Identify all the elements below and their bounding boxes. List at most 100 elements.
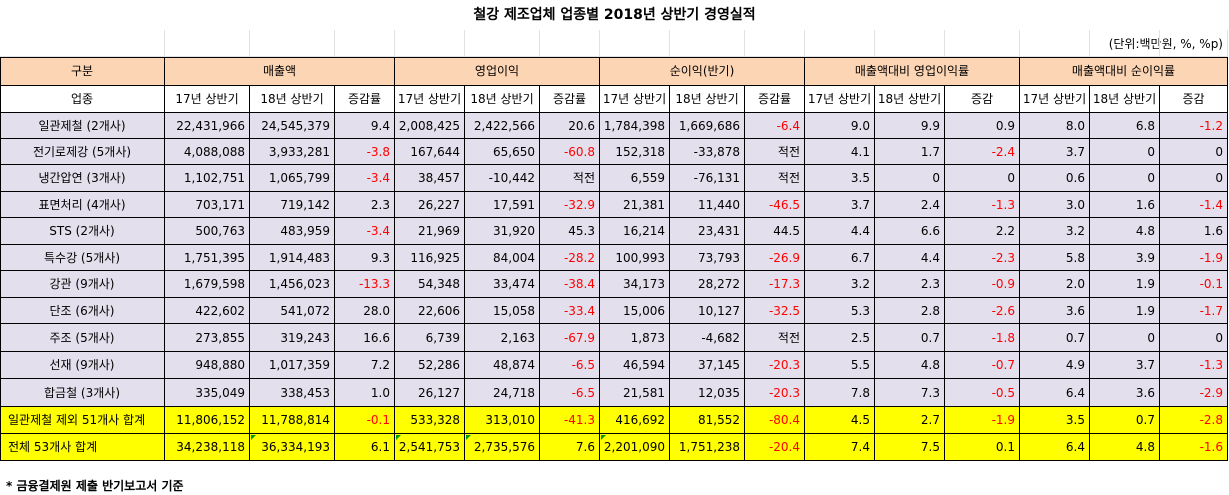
- row-label: 단조 (6개사): [0, 298, 165, 324]
- data-cell: 3.5: [1020, 407, 1090, 434]
- data-cell: 6.8: [1090, 113, 1160, 139]
- sheet-gridcell: [465, 30, 540, 57]
- data-cell: 0: [1160, 324, 1228, 352]
- sheet-gridcell: [540, 30, 600, 57]
- data-cell: 54,348: [395, 271, 465, 298]
- data-cell: 20.6: [540, 113, 600, 139]
- sheet-gridcell: [600, 30, 670, 57]
- data-cell: -38.4: [540, 271, 600, 298]
- data-cell: -1.3: [945, 192, 1020, 218]
- header-period: 17년 상반기: [165, 86, 250, 113]
- header-period: 18년 상반기: [670, 86, 745, 113]
- data-cell: -3.4: [335, 165, 395, 192]
- data-cell: 0: [1090, 165, 1160, 192]
- data-cell: 2.2: [945, 218, 1020, 245]
- header-group: 매출액: [165, 57, 395, 86]
- data-cell: 11,788,814: [250, 407, 335, 434]
- data-cell: 1,456,023: [250, 271, 335, 298]
- data-cell: 적전: [540, 165, 600, 192]
- data-cell: 1,102,751: [165, 165, 250, 192]
- data-cell: 1,017,359: [250, 352, 335, 379]
- data-cell: 1,065,799: [250, 165, 335, 192]
- data-cell: 0: [1160, 139, 1228, 165]
- data-cell: 152,318: [600, 139, 670, 165]
- data-cell: 1,751,238: [670, 434, 745, 461]
- header-period: 17년 상반기: [395, 86, 465, 113]
- data-cell: -32.9: [540, 192, 600, 218]
- cell-error-marker: [251, 435, 256, 440]
- data-cell: 2.5: [805, 324, 875, 352]
- data-cell: 12,035: [670, 379, 745, 407]
- data-cell: -6.5: [540, 352, 600, 379]
- data-cell: -33,878: [670, 139, 745, 165]
- data-cell: 0: [1160, 165, 1228, 192]
- data-cell: 1,669,686: [670, 113, 745, 139]
- data-cell: 33,474: [465, 271, 540, 298]
- data-cell: -4,682: [670, 324, 745, 352]
- data-cell: 483,959: [250, 218, 335, 245]
- data-cell: 1.9: [1090, 298, 1160, 324]
- data-cell: -2.9: [1160, 379, 1228, 407]
- data-cell: -20.3: [745, 352, 805, 379]
- data-cell: -76,131: [670, 165, 745, 192]
- sheet-gridcell: [670, 30, 745, 57]
- data-cell: 0: [1090, 139, 1160, 165]
- data-cell: 45.3: [540, 218, 600, 245]
- data-cell: 9.4: [335, 113, 395, 139]
- data-cell: -3.8: [335, 139, 395, 165]
- data-cell: -2.8: [1160, 407, 1228, 434]
- data-cell: 3.9: [1090, 245, 1160, 271]
- data-cell: 2.4: [875, 192, 945, 218]
- header-period: 17년 상반기: [805, 86, 875, 113]
- data-cell: 1,873: [600, 324, 670, 352]
- data-cell: -0.1: [335, 407, 395, 434]
- row-label: 특수강 (5개사): [0, 245, 165, 271]
- data-cell: 2.8: [875, 298, 945, 324]
- data-cell: -1.8: [945, 324, 1020, 352]
- header-period: 증감률: [540, 86, 600, 113]
- data-cell: 34,173: [600, 271, 670, 298]
- data-cell: -3.4: [335, 218, 395, 245]
- data-cell: 84,004: [465, 245, 540, 271]
- data-cell: -33.4: [540, 298, 600, 324]
- data-cell: 1,784,398: [600, 113, 670, 139]
- data-cell: 4.4: [875, 245, 945, 271]
- data-cell: 2,163: [465, 324, 540, 352]
- data-cell: 1.6: [1160, 218, 1228, 245]
- data-cell: 4.4: [805, 218, 875, 245]
- data-cell: 21,581: [600, 379, 670, 407]
- data-cell: -2.6: [945, 298, 1020, 324]
- data-cell: 533,328: [395, 407, 465, 434]
- data-cell: 7.4: [805, 434, 875, 461]
- data-cell: 3.6: [1090, 379, 1160, 407]
- data-cell: 2,008,425: [395, 113, 465, 139]
- row-label: 합금철 (3개사): [0, 379, 165, 407]
- data-cell: 4.1: [805, 139, 875, 165]
- data-cell: 167,644: [395, 139, 465, 165]
- data-cell: 24,718: [465, 379, 540, 407]
- data-cell: 28.0: [335, 298, 395, 324]
- data-cell: 0.6: [1020, 165, 1090, 192]
- header-group: 매출액대비 영업이익률: [805, 57, 1020, 86]
- data-cell: -60.8: [540, 139, 600, 165]
- data-cell: 28,272: [670, 271, 745, 298]
- data-cell: -6.4: [745, 113, 805, 139]
- header-period: 17년 상반기: [1020, 86, 1090, 113]
- data-cell: 4.8: [875, 352, 945, 379]
- data-cell: 7.8: [805, 379, 875, 407]
- data-cell: 2.0: [1020, 271, 1090, 298]
- sheet-gridcell: [395, 30, 465, 57]
- data-cell: 46,594: [600, 352, 670, 379]
- sheet-gridcell: [165, 30, 250, 57]
- data-cell: 2.3: [875, 271, 945, 298]
- data-cell: 6.4: [1020, 434, 1090, 461]
- data-cell: 65,650: [465, 139, 540, 165]
- row-label: 일관제철 제외 51개사 합계: [0, 407, 165, 434]
- header-group: 매출액대비 순이익률: [1020, 57, 1228, 86]
- data-cell: 948,880: [165, 352, 250, 379]
- data-cell: -41.3: [540, 407, 600, 434]
- data-cell: 23,431: [670, 218, 745, 245]
- data-cell: 338,453: [250, 379, 335, 407]
- data-cell: 적전: [745, 139, 805, 165]
- data-cell: -0.9: [945, 271, 1020, 298]
